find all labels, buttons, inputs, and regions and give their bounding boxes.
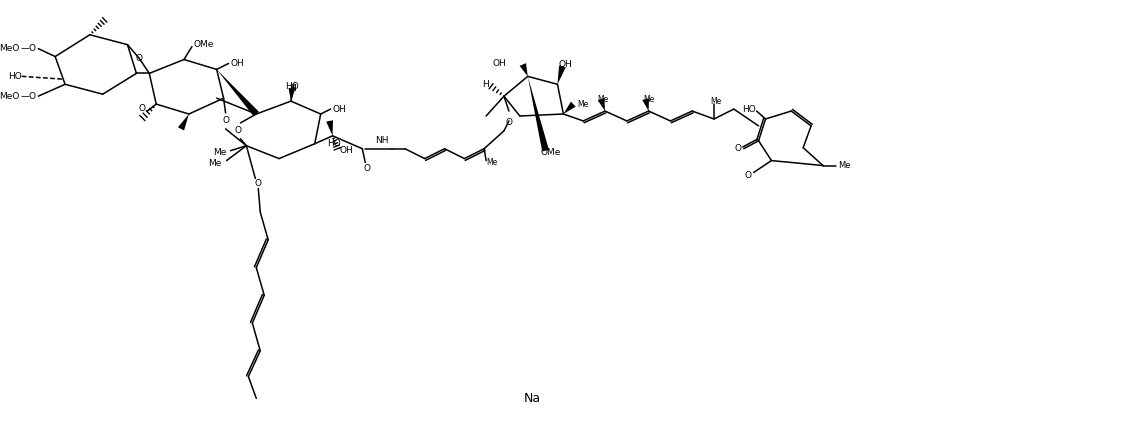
Text: H: H: [482, 80, 489, 89]
Text: —O: —O: [21, 92, 37, 101]
Polygon shape: [528, 77, 549, 151]
Polygon shape: [217, 69, 258, 116]
Text: O: O: [222, 117, 229, 125]
Text: OMe: OMe: [194, 40, 214, 49]
Text: NH: NH: [375, 136, 389, 145]
Text: O: O: [735, 144, 742, 153]
Polygon shape: [558, 65, 566, 84]
Text: HO: HO: [285, 82, 298, 91]
Text: MeO: MeO: [0, 44, 19, 53]
Text: HO: HO: [328, 139, 342, 148]
Text: Me: Me: [208, 159, 222, 168]
Text: HO: HO: [8, 72, 22, 81]
Text: OMe: OMe: [541, 148, 561, 157]
Text: Me: Me: [838, 161, 850, 170]
Text: HO: HO: [742, 105, 756, 113]
Text: Me: Me: [598, 95, 609, 104]
Polygon shape: [178, 114, 189, 130]
Polygon shape: [520, 63, 528, 77]
Text: Me: Me: [644, 95, 654, 104]
Text: O: O: [138, 104, 146, 113]
Polygon shape: [598, 98, 605, 111]
Text: OH: OH: [339, 146, 353, 155]
Text: OH: OH: [493, 59, 506, 68]
Text: Me: Me: [214, 148, 226, 157]
Polygon shape: [642, 98, 649, 111]
Text: H: H: [289, 84, 296, 93]
Polygon shape: [288, 88, 295, 101]
Text: O: O: [255, 179, 262, 188]
Text: OH: OH: [333, 105, 346, 113]
Text: Me: Me: [577, 100, 589, 109]
Text: O: O: [363, 164, 370, 173]
Text: Me: Me: [486, 158, 497, 167]
Text: O: O: [136, 54, 143, 63]
Text: O: O: [744, 171, 752, 180]
Text: O: O: [235, 126, 242, 135]
Polygon shape: [563, 101, 576, 114]
Text: O: O: [505, 118, 512, 127]
Text: Na: Na: [525, 392, 542, 405]
Text: MeO: MeO: [0, 92, 19, 101]
Text: OH: OH: [559, 60, 573, 69]
Text: —O: —O: [21, 44, 37, 53]
Text: Me: Me: [710, 97, 721, 105]
Polygon shape: [326, 120, 333, 136]
Text: OH: OH: [231, 59, 245, 68]
